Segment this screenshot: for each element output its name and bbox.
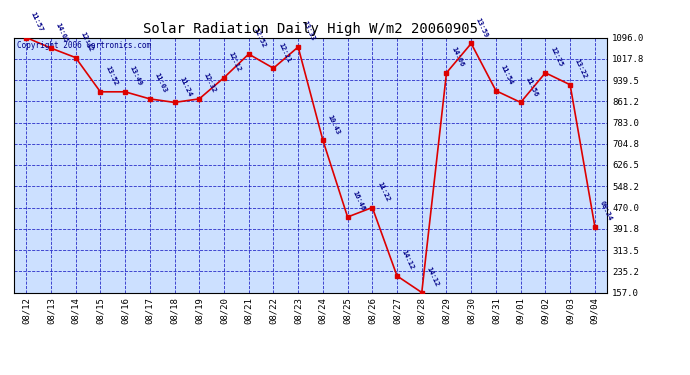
Text: Copyright 2006 Cartronics.com: Copyright 2006 Cartronics.com: [17, 41, 151, 50]
Text: 11:22: 11:22: [376, 181, 391, 203]
Text: 12:25: 12:25: [549, 46, 564, 68]
Text: 11:56: 11:56: [524, 76, 539, 98]
Text: 11:54: 11:54: [500, 64, 514, 86]
Text: 13:33: 13:33: [302, 20, 316, 42]
Text: 12:21: 12:21: [277, 42, 292, 63]
Text: 11:03: 11:03: [153, 72, 168, 94]
Text: 10:43: 10:43: [326, 114, 341, 135]
Text: 12:32: 12:32: [203, 72, 217, 94]
Text: 12:52: 12:52: [253, 27, 267, 49]
Text: 14:12: 14:12: [401, 249, 415, 271]
Text: 14:06: 14:06: [450, 46, 464, 68]
Text: 11:24: 11:24: [178, 76, 193, 98]
Text: 12:42: 12:42: [79, 31, 94, 53]
Text: 12:12: 12:12: [228, 51, 242, 73]
Text: 13:59: 13:59: [475, 17, 489, 39]
Text: 11:57: 11:57: [30, 11, 44, 33]
Text: 08:34: 08:34: [598, 200, 613, 222]
Text: 13:22: 13:22: [574, 58, 589, 80]
Title: Solar Radiation Daily High W/m2 20060905: Solar Radiation Daily High W/m2 20060905: [143, 22, 478, 36]
Text: 13:52: 13:52: [104, 65, 119, 87]
Text: 14:05: 14:05: [55, 21, 69, 43]
Text: 14:12: 14:12: [426, 266, 440, 288]
Text: 16:46: 16:46: [351, 190, 366, 212]
Text: 13:49: 13:49: [129, 65, 144, 87]
